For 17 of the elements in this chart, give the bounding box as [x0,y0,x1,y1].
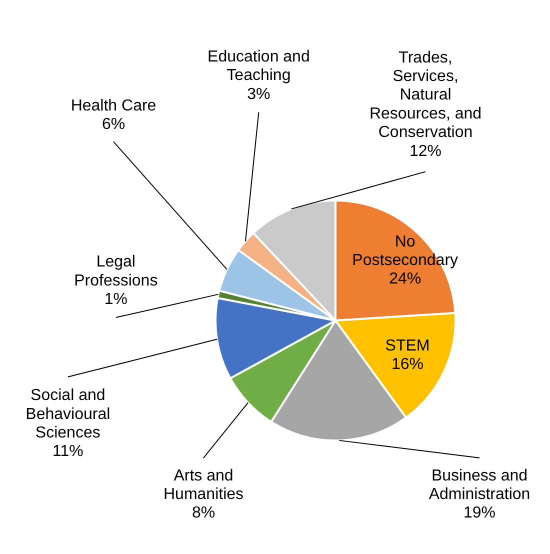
data-label: 1% [104,291,128,308]
data-label: 3% [247,86,270,103]
data-label: 12% [409,142,442,160]
slice-label: Education and Teaching [208,48,310,84]
data-label: 11% [52,443,84,460]
slice-label: Health Care [70,97,156,114]
data-label: 19% [463,504,496,522]
data-label: 16% [391,356,424,374]
slice-label: Legal Professions [74,254,158,290]
data-label: 24% [389,270,422,288]
slice-label: STEM [385,337,430,354]
data-label: 6% [102,116,126,134]
data-label: 8% [192,504,216,522]
slice-label: Arts and Humanities [163,467,244,503]
slice-label: Social and Behavioural Sciences [26,387,110,442]
slice-label: Business and Administration [428,467,530,503]
slice-label: Trades, Services, Natural Resources, and Conservation [369,49,482,142]
